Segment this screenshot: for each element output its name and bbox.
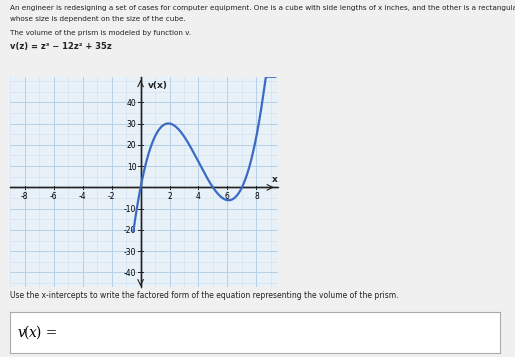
Text: v: v <box>18 326 26 340</box>
Text: x: x <box>272 175 278 184</box>
Text: An engineer is redesigning a set of cases for computer equipment. One is a cube : An engineer is redesigning a set of case… <box>10 5 515 11</box>
Text: The volume of the prism is modeled by function v.: The volume of the prism is modeled by fu… <box>10 30 192 36</box>
Text: ) =: ) = <box>36 326 57 340</box>
Text: (: ( <box>24 326 29 340</box>
Text: x: x <box>29 326 37 340</box>
Text: whose size is dependent on the size of the cube.: whose size is dependent on the size of t… <box>10 16 186 22</box>
Text: v(x): v(x) <box>148 81 168 90</box>
Text: v(z) = z³ − 12z² + 35z: v(z) = z³ − 12z² + 35z <box>10 42 112 51</box>
Text: Use the x-intercepts to write the factored form of the equation representing the: Use the x-intercepts to write the factor… <box>10 291 399 300</box>
